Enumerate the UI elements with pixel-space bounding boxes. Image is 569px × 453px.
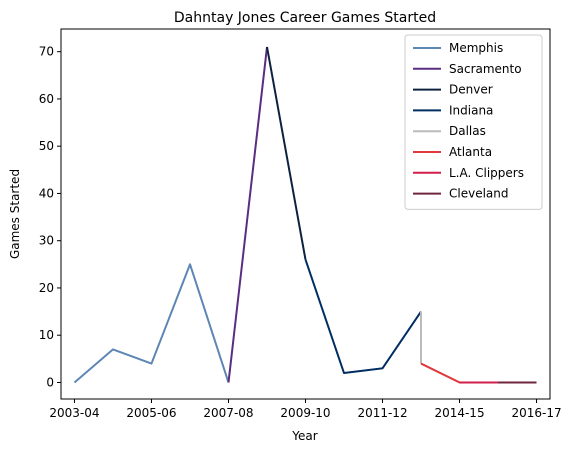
y-axis-ticks: 0 10 20 30 40 50 60 70 (39, 45, 61, 389)
x-axis-ticks: 2003-04 2005-06 2007-08 2009-10 2011-12 2014-… (49, 399, 562, 420)
chart-title: Dahntay Jones Career Games Started (174, 10, 436, 26)
y-axis-label: Games Started (8, 169, 22, 259)
legend-label: Memphis (449, 41, 503, 55)
x-tick-label: 2014-15 (434, 406, 484, 420)
x-tick-label: 2016-17 (511, 406, 561, 420)
series-line-indiana (304, 259, 422, 375)
legend-label: Indiana (449, 103, 493, 117)
x-tick-label: 2005-06 (126, 406, 176, 420)
y-tick-label: 20 (39, 281, 54, 295)
legend-box (404, 34, 543, 210)
y-tick-label: 60 (39, 92, 54, 106)
legend-label: Atlanta (449, 145, 492, 159)
series-line-sacramento (227, 46, 268, 383)
series-line-denver (266, 46, 307, 260)
series-line-atlanta (420, 362, 499, 384)
y-tick-label: 40 (39, 186, 54, 200)
y-tick-label: 30 (39, 234, 54, 248)
legend-label: Sacramento (449, 62, 522, 76)
legend: Memphis Sacramento Denver Indiana Dallas Atla… (404, 34, 543, 210)
x-axis-label: Year (291, 429, 317, 443)
x-tick-label: 2003-04 (49, 406, 99, 420)
legend-label: Dallas (449, 124, 486, 138)
y-tick-label: 0 (46, 375, 54, 389)
y-tick-label: 50 (39, 139, 54, 153)
series-line-memphis (73, 263, 230, 384)
legend-label: Denver (449, 83, 493, 97)
y-tick-label: 10 (39, 328, 54, 342)
x-tick-label: 2011-12 (357, 406, 407, 420)
legend-label: L.A. Clippers (449, 166, 524, 180)
x-tick-label: 2009-10 (280, 406, 330, 420)
legend-label: Cleveland (449, 187, 509, 201)
y-tick-label: 70 (39, 45, 54, 59)
x-tick-label: 2007-08 (203, 406, 253, 420)
plot-area (60, 28, 551, 400)
